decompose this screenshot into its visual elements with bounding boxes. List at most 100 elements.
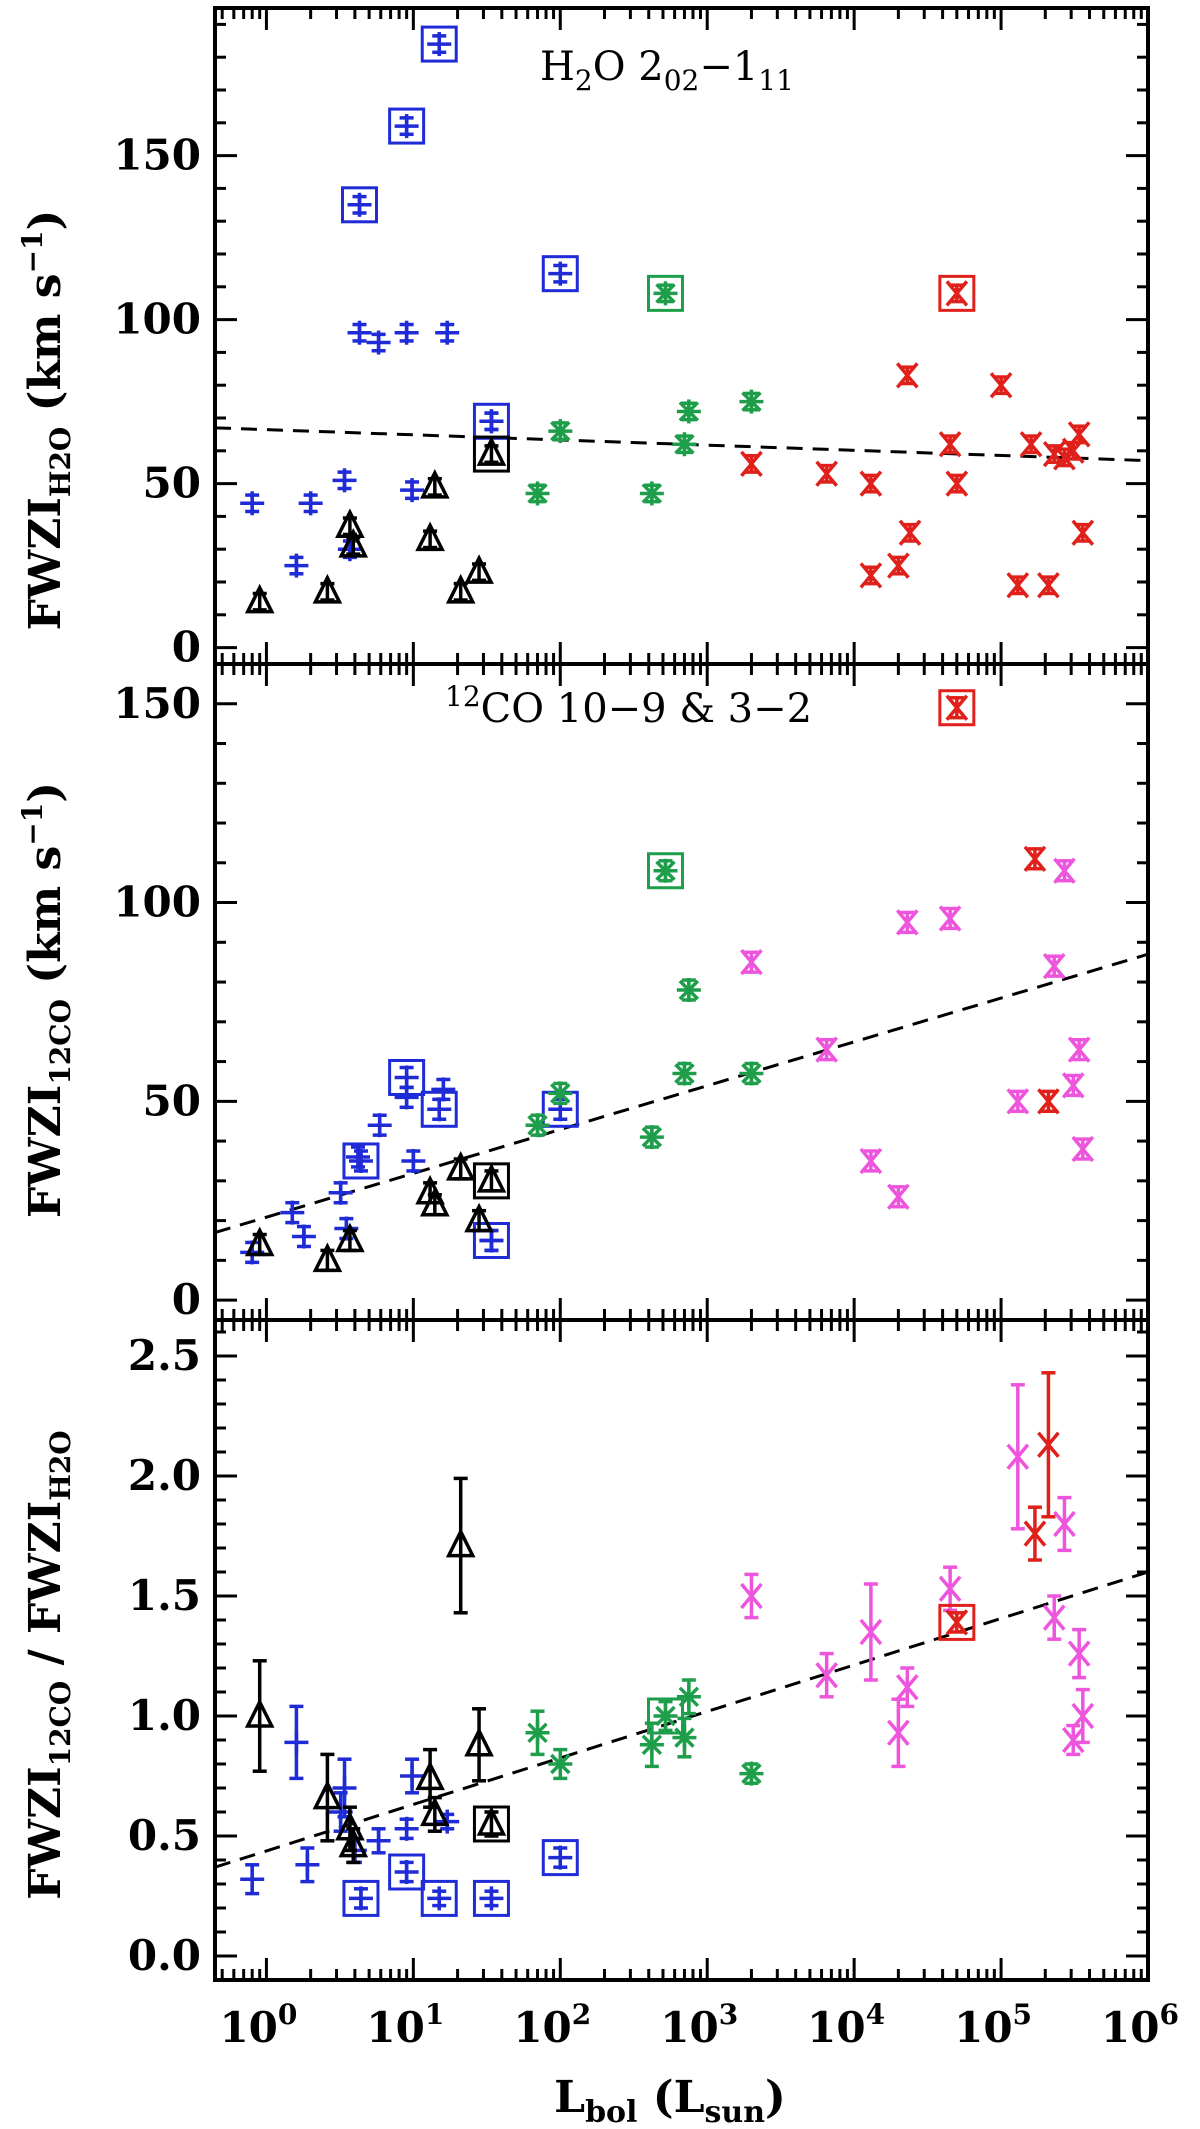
data-point-hmc <box>859 562 883 589</box>
data-point-class0 <box>284 1704 309 1781</box>
panel-frame <box>213 1318 1150 1982</box>
data-point-hmc <box>1023 1505 1047 1562</box>
panel-h2o: H2O 202−111 FWZIH2O (km s−1) <box>16 44 794 630</box>
data-point-ims-boxed <box>646 274 684 312</box>
y-tick-label: 100 <box>113 878 201 927</box>
data-point-class0-boxed <box>472 402 510 440</box>
x-axis-title: Lbol (Lsun) <box>554 2072 786 2129</box>
data-point-class0-boxed <box>388 1058 426 1096</box>
data-point-class0 <box>400 1757 425 1795</box>
data-point-class0 <box>345 1144 370 1169</box>
data-point-uchii <box>895 909 919 936</box>
data-point-class1 <box>419 1186 450 1217</box>
data-point-class1-boxed <box>472 1805 510 1843</box>
data-point-class1 <box>419 1795 450 1833</box>
data-point-class0 <box>284 553 309 578</box>
data-point-uchii <box>1006 1088 1030 1115</box>
panel-h2o-title: H2O 202−111 <box>540 44 794 97</box>
data-point-class0-boxed <box>342 1142 380 1180</box>
panel-1-marks: 0 50 100 150 <box>113 662 1150 1324</box>
data-point-hmc <box>1037 1088 1060 1115</box>
data-point-class0-boxed <box>420 25 458 63</box>
data-point-class1-boxed <box>472 1162 510 1200</box>
data-point-hmc <box>1006 572 1030 599</box>
data-point-ims <box>639 481 664 506</box>
x-tick-label: 101 <box>366 1998 444 2052</box>
data-point-class0 <box>280 1200 305 1225</box>
data-point-class1 <box>244 1226 275 1257</box>
y-tick-label: 0.0 <box>128 1931 201 1980</box>
data-point-class0 <box>240 1863 265 1896</box>
data-point-hmc <box>989 372 1013 399</box>
data-point-class1 <box>312 573 343 604</box>
data-point-uchii <box>1071 1687 1095 1745</box>
data-point-uchii <box>938 905 962 932</box>
data-point-class1 <box>445 1476 476 1615</box>
data-point-class0 <box>332 468 357 493</box>
data-point-uchii <box>1042 1594 1066 1641</box>
data-point-ims <box>548 1747 573 1781</box>
data-point-class1-boxed <box>472 435 510 473</box>
data-point-class0 <box>291 1224 316 1249</box>
data-point-uchii <box>740 949 763 976</box>
data-point-uchii <box>1071 1135 1095 1163</box>
data-point-ims <box>525 481 550 506</box>
data-point-ims <box>525 1113 550 1138</box>
data-point-class0 <box>295 1846 320 1884</box>
data-point-class1 <box>335 1222 365 1253</box>
data-point-class0 <box>435 320 460 345</box>
panel-frame <box>213 6 1150 666</box>
data-point-ims-boxed <box>646 1697 684 1735</box>
data-point-class1 <box>244 1659 275 1773</box>
y-tick-label: 2.5 <box>128 1331 201 1380</box>
data-point-uchii <box>859 1582 883 1682</box>
data-point-class1 <box>464 1707 494 1783</box>
y-tick-label: 100 <box>113 295 201 344</box>
panel-0-marks: 0 50 100 150 <box>113 6 1150 672</box>
data-point-uchii <box>1053 857 1076 884</box>
data-point-class0 <box>394 1816 419 1841</box>
y-tick-label: 50 <box>143 459 201 508</box>
data-point-class0-boxed <box>388 1853 426 1891</box>
data-point-hmc <box>1023 845 1047 872</box>
data-point-class0 <box>298 491 323 516</box>
data-point-ims <box>676 1678 701 1716</box>
panel-12co: 12CO 10−9 & 3−2 FWZI12CO (km s−1) <box>16 680 812 1218</box>
x-tick-label: 105 <box>954 1998 1032 2052</box>
y-tick-label: 1.0 <box>128 1691 201 1740</box>
panel-frame <box>213 662 1150 1322</box>
data-point-ims <box>676 978 701 1003</box>
data-point-uchii <box>887 1697 910 1769</box>
panel-12co-ylabel: FWZI12CO (km s−1) <box>16 782 77 1218</box>
data-point-uchii <box>1006 1383 1030 1531</box>
data-point-ims <box>525 1709 550 1757</box>
data-point-class1 <box>335 508 365 538</box>
data-point-class0 <box>401 1148 426 1173</box>
data-point-ims <box>548 419 573 444</box>
panel-2-marks: 0.0 0.5 1.0 1.5 2.0 2.5 100 101 102 103 104 105 106 <box>128 1318 1179 2052</box>
data-point-class0-boxed <box>420 1879 458 1917</box>
data-point-class0 <box>367 1113 392 1138</box>
y-tick-label: 0 <box>172 623 201 672</box>
panel-ratio-ylabel: FWZI12CO / FWZIH2O <box>20 1430 77 1899</box>
data-point-uchii <box>1061 1072 1085 1099</box>
data-point-class1 <box>445 573 476 604</box>
data-point-class0-boxed <box>420 1090 458 1128</box>
data-point-class1 <box>445 1151 476 1181</box>
data-point-class0 <box>347 320 372 345</box>
y-tick-label: 150 <box>113 131 201 180</box>
data-point-class1 <box>338 1827 369 1865</box>
data-point-class0 <box>366 1827 391 1855</box>
data-point-uchii <box>1067 1036 1091 1063</box>
data-point-class1 <box>312 1752 343 1843</box>
y-tick-label: 50 <box>143 1076 201 1125</box>
data-point-hmc <box>740 450 763 478</box>
data-point-ims <box>639 1125 664 1150</box>
fit-line <box>214 952 1149 1234</box>
data-point-hmc <box>815 460 838 487</box>
data-point-hmc-boxed <box>938 274 976 312</box>
data-point-ims <box>676 399 701 424</box>
data-point-hmc <box>1071 519 1095 546</box>
data-point-uchii <box>815 1651 838 1699</box>
